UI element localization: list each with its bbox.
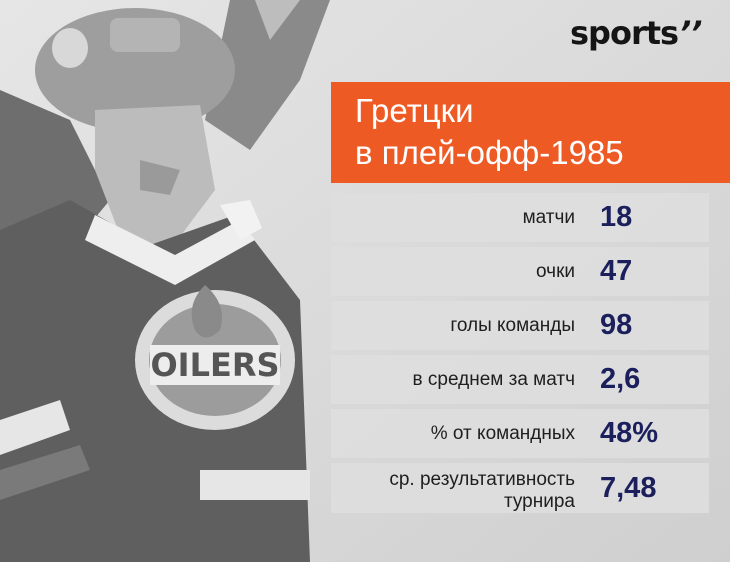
stat-label: голы команды: [450, 314, 575, 336]
stat-row-points: очки 47: [331, 247, 709, 296]
stat-label-line-2: турнира: [503, 491, 575, 512]
brand-text: sports: [570, 14, 679, 52]
jersey-crest-text: OILERS: [150, 346, 279, 384]
stat-value: 18: [600, 201, 633, 233]
stat-label-line-1: ср. результативность: [389, 469, 575, 490]
stat-value: 98: [600, 309, 633, 341]
stat-value: 48%: [600, 417, 659, 449]
stat-label: % от командных: [430, 422, 575, 444]
stat-row-tournament-scoring: ср. результативность турнира 7,48: [331, 463, 709, 513]
stat-value: 47: [600, 255, 633, 287]
stat-label: очки: [536, 260, 575, 282]
stat-value: 7,48: [600, 471, 657, 504]
title-banner: Гретцки в плей-офф-1985: [331, 82, 730, 183]
stat-row-team-goals: голы команды 98: [331, 301, 709, 350]
stat-row-team-share: % от командных 48%: [331, 409, 709, 458]
stat-label: ср. результативность турнира: [335, 463, 575, 513]
stat-label: матчи: [522, 206, 575, 228]
brand-mark: ’’: [679, 14, 702, 52]
stat-row-average: в среднем за матч 2,6: [331, 355, 709, 404]
stat-label: в среднем за матч: [412, 368, 575, 390]
stat-row-matches: матчи 18: [331, 193, 709, 242]
title-line-1: Гретцки: [355, 92, 474, 129]
title-line-2: в плей-офф-1985: [355, 134, 624, 171]
sports-logo[interactable]: sports’’: [570, 14, 702, 52]
stat-value: 2,6: [600, 363, 641, 395]
